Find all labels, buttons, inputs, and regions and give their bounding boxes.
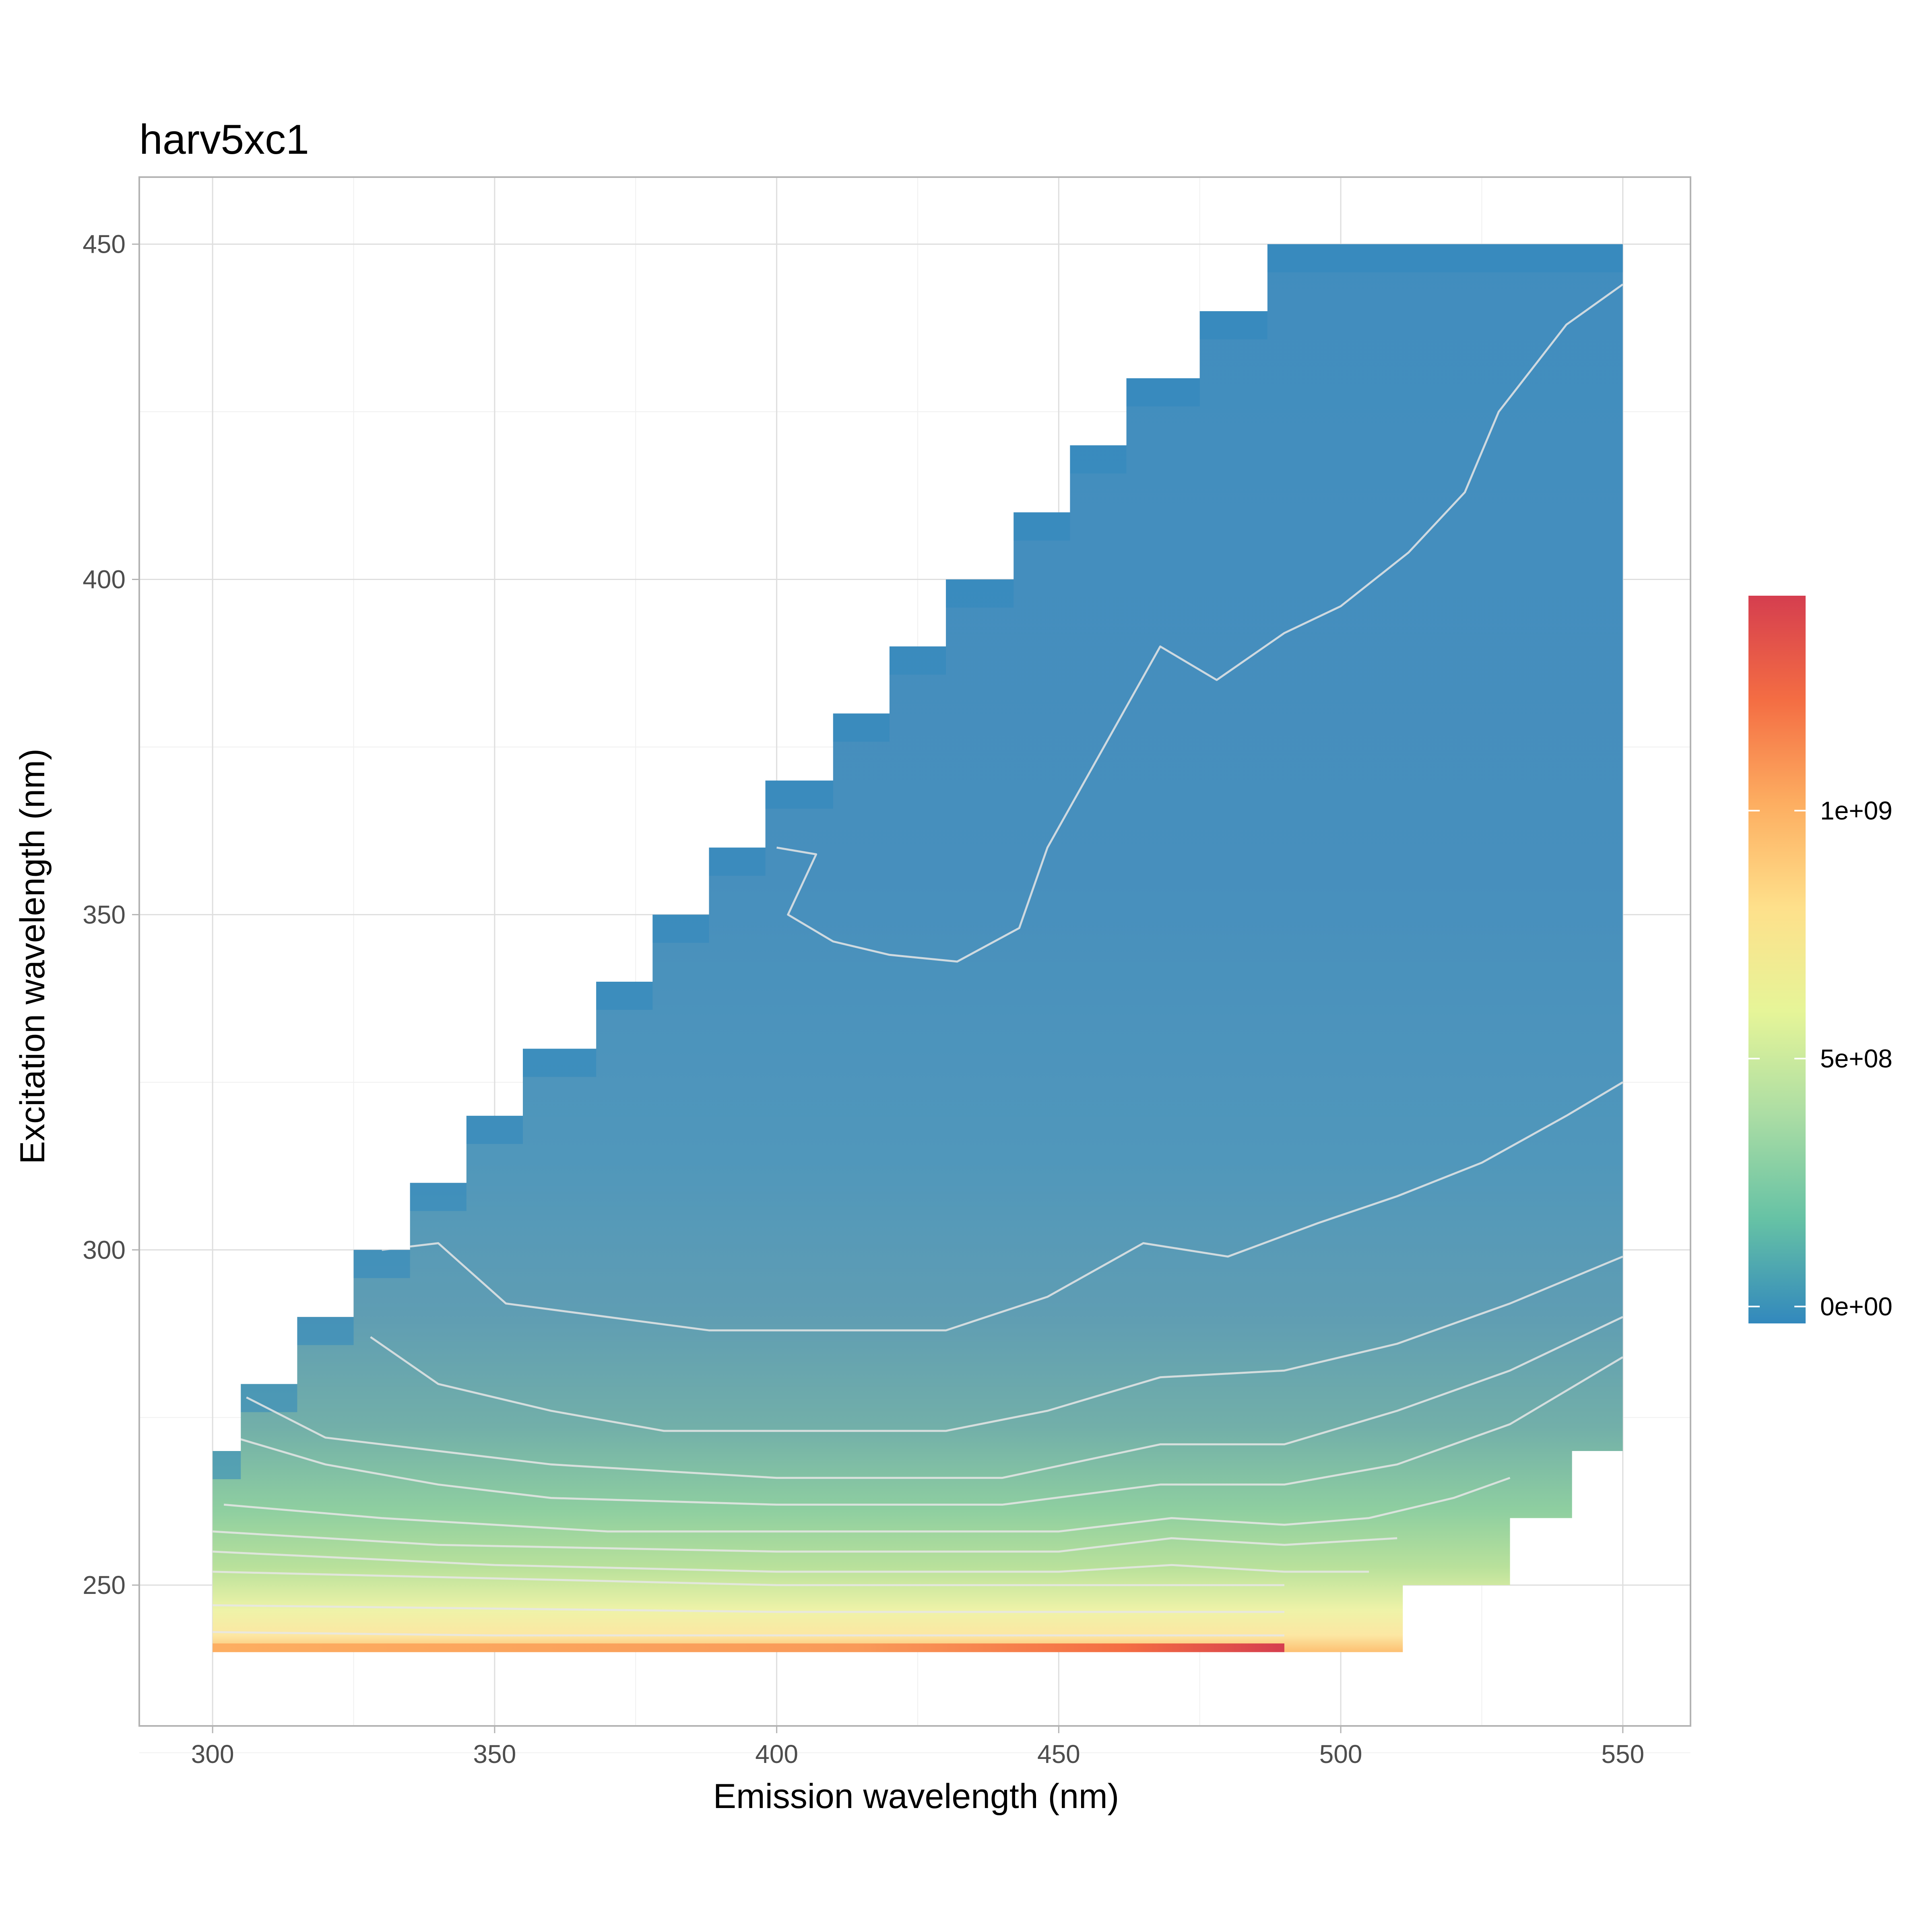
column-edge-shade [1126, 378, 1200, 407]
contour-line [213, 1550, 1369, 1573]
intensity-hot-band [213, 1643, 1284, 1652]
contour-line [223, 1477, 1511, 1533]
column-edge-shade [1013, 512, 1070, 541]
y-tick-label: 400 [83, 565, 126, 594]
column-edge-shade [709, 847, 766, 876]
column-edge-shade [596, 981, 653, 1010]
column-edge-shade [652, 914, 709, 943]
column-edge-shade [353, 1250, 410, 1278]
contour-line [776, 283, 1623, 963]
x-tick-label: 400 [755, 1740, 798, 1769]
contour-line [235, 1356, 1623, 1506]
y-axis-title: Excitation wavelength (nm) [13, 749, 52, 1164]
column-edge-shade [765, 780, 833, 809]
y-tick-label: 300 [83, 1235, 126, 1264]
column-edge-shade [1267, 244, 1623, 272]
contour-line [213, 1571, 1284, 1586]
legend-colorbar [1748, 596, 1806, 1323]
panel-border [138, 176, 1691, 1727]
contour-line [213, 1530, 1397, 1553]
column-edge-shade [946, 579, 1014, 608]
contour-line [370, 1255, 1623, 1432]
legend-label: 1e+09 [1820, 796, 1893, 825]
column-edge-shade [889, 646, 946, 675]
chart-title: harv5xc1 [139, 116, 309, 163]
column-edge-shade [241, 1384, 297, 1412]
contour-lines [213, 283, 1623, 1637]
contour-line [246, 1316, 1623, 1479]
column-edge-shade [213, 1451, 241, 1480]
legend-label: 5e+08 [1820, 1044, 1893, 1073]
color-legend: 0e+00 5e+08 1e+09 [1748, 596, 1893, 1323]
column-edge-shade [833, 713, 890, 742]
y-axis-ticks: 250 300 350 400 450 [83, 230, 139, 1600]
y-tick-label: 450 [83, 230, 126, 259]
column-edge-shade [466, 1116, 523, 1144]
column-edge-shade [297, 1317, 354, 1345]
column-edge-shade [410, 1183, 466, 1211]
y-tick-label: 250 [83, 1571, 126, 1600]
column-edge-shade [522, 1049, 597, 1077]
y-tick-label: 350 [83, 900, 126, 929]
legend-ticks: 0e+00 5e+08 1e+09 [1748, 796, 1893, 1321]
x-tick-label: 450 [1037, 1740, 1080, 1769]
x-tick-label: 350 [473, 1740, 516, 1769]
contour-line [382, 1081, 1623, 1331]
contour-line [213, 1604, 1284, 1613]
x-axis-ticks: 300 350 400 450 500 550 [191, 1726, 1644, 1769]
x-tick-label: 500 [1319, 1740, 1362, 1769]
x-tick-label: 550 [1601, 1740, 1644, 1769]
column-edge-shade [1199, 311, 1267, 340]
column-edge-shade [1070, 445, 1127, 474]
legend-label: 0e+00 [1820, 1292, 1893, 1321]
contour-line [213, 1631, 1284, 1637]
x-axis-title: Emission wavelength (nm) [713, 1777, 1119, 1816]
x-tick-label: 300 [191, 1740, 234, 1769]
